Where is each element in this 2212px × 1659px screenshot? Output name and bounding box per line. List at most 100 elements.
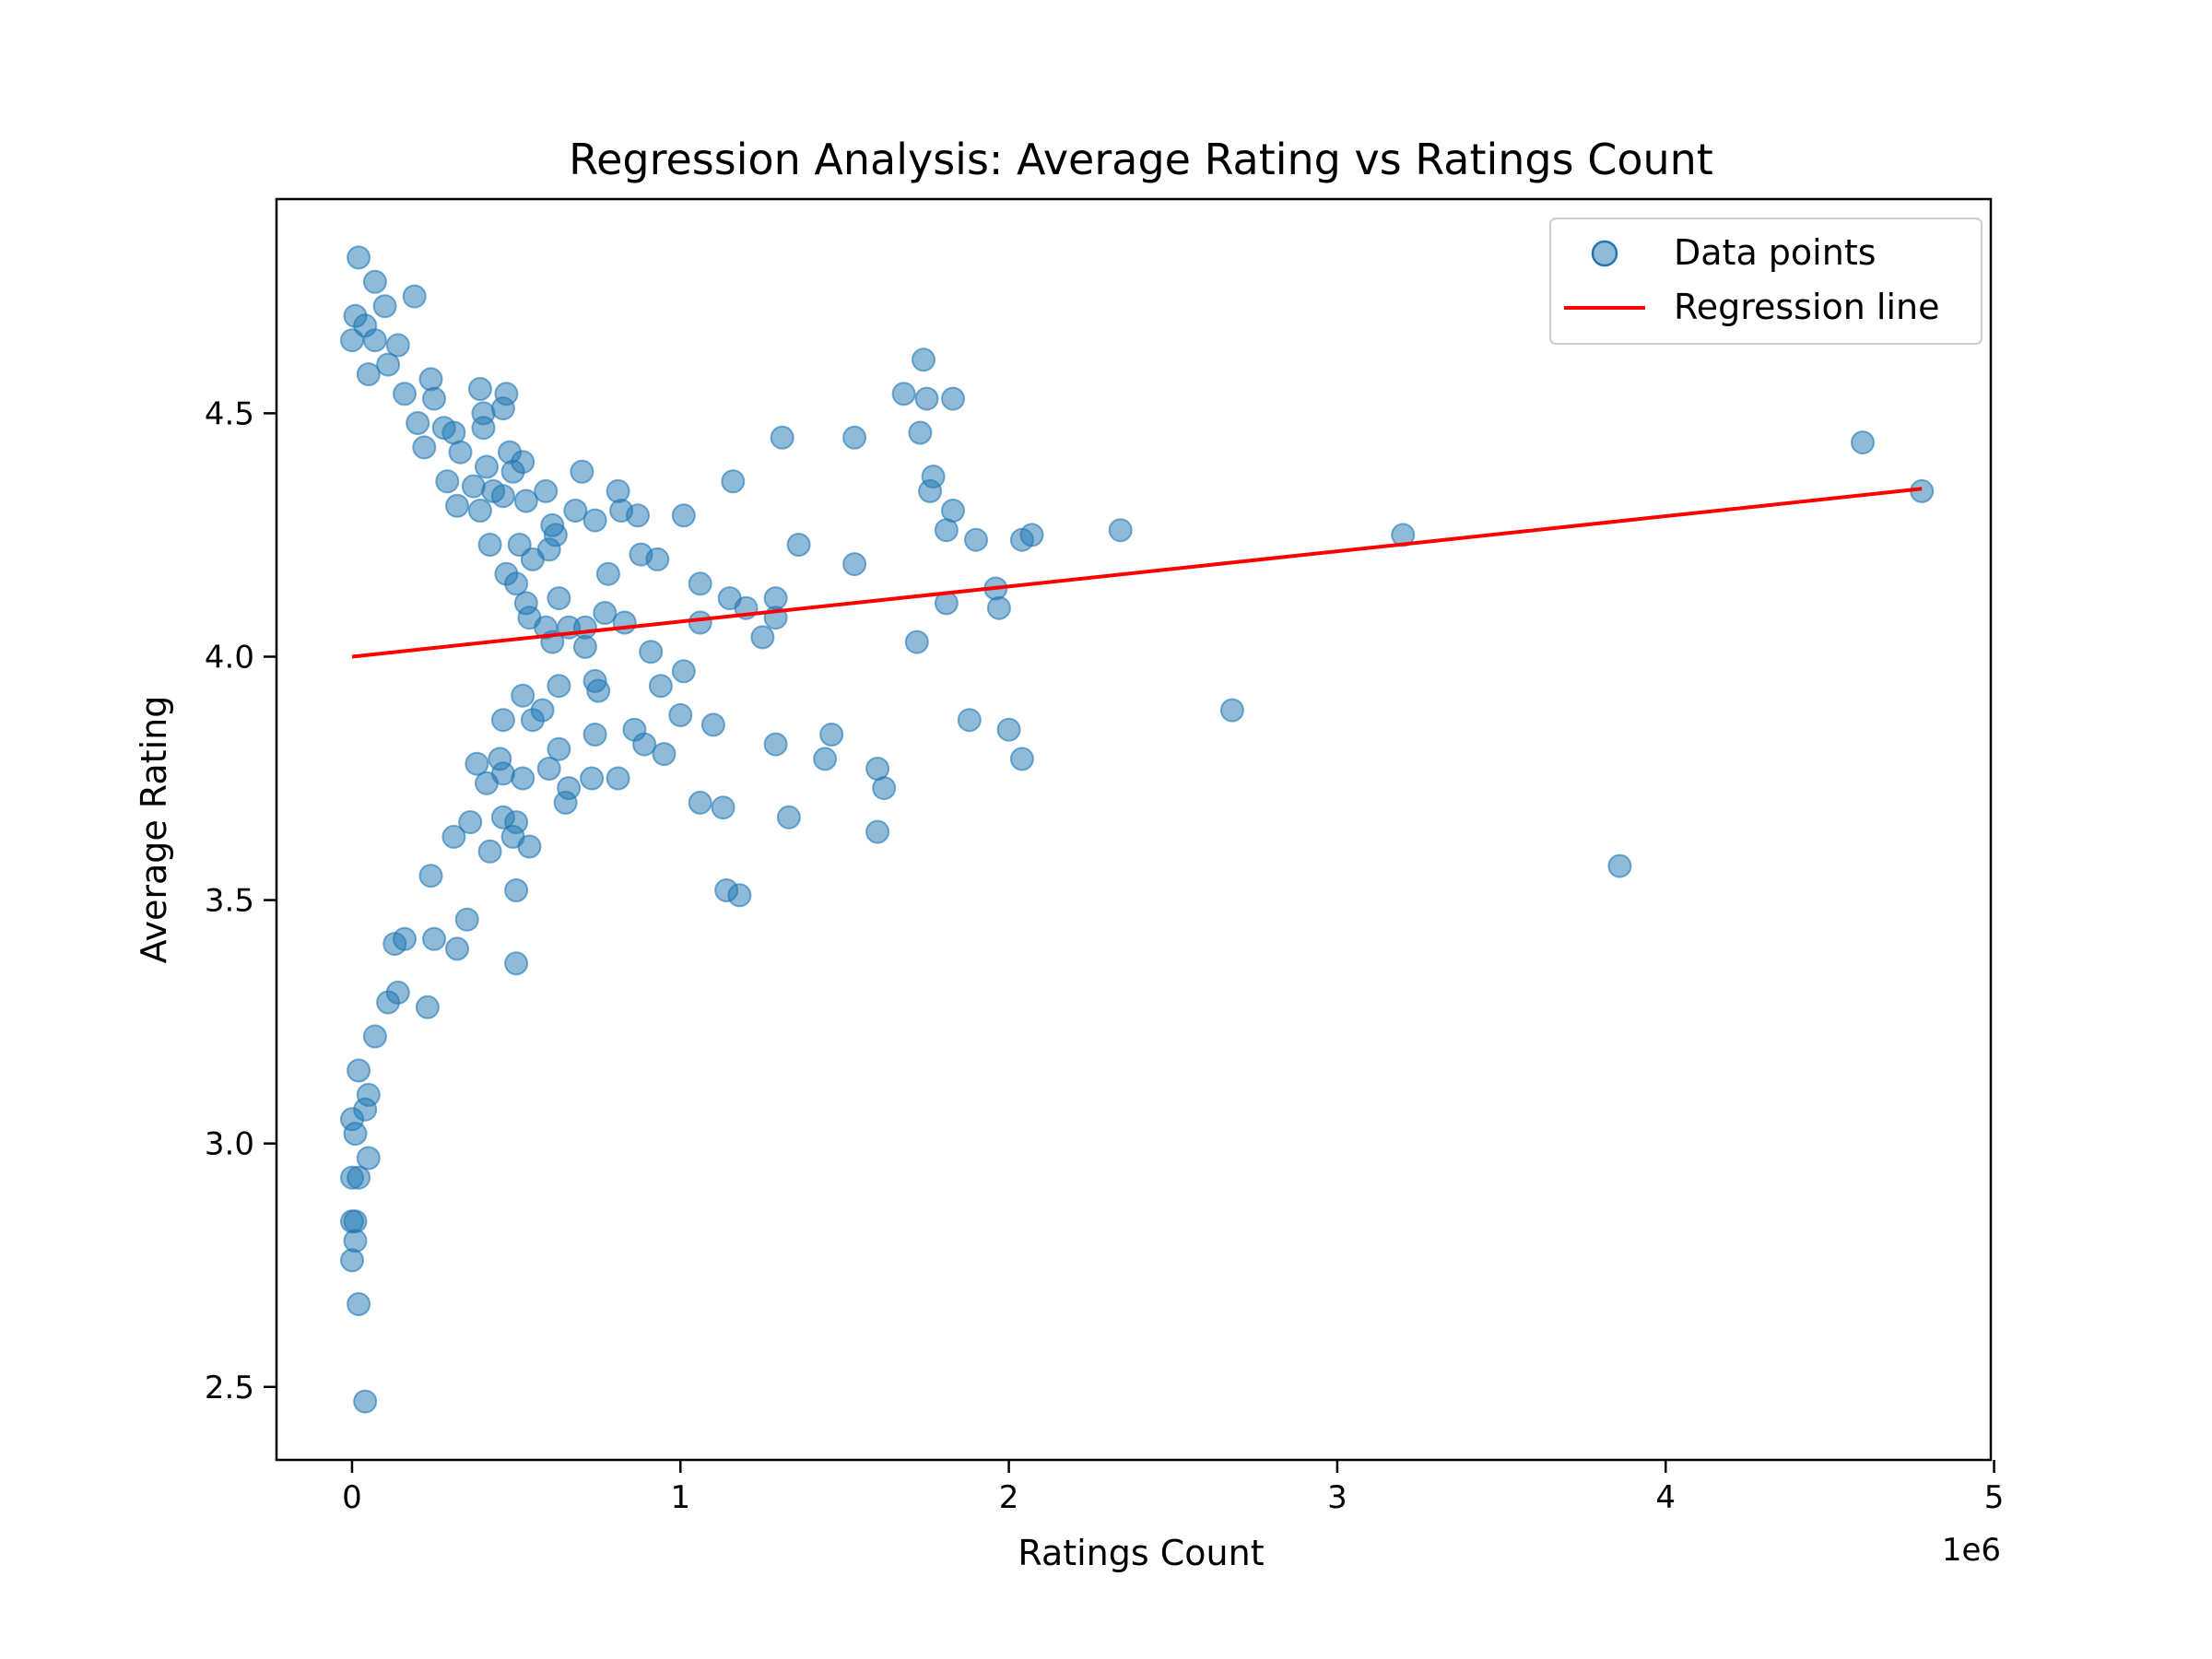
data-point	[711, 795, 735, 820]
data-point	[356, 1146, 381, 1171]
data-point	[819, 723, 844, 747]
data-point	[580, 766, 605, 791]
data-point	[606, 766, 630, 791]
data-point	[340, 328, 364, 353]
data-point	[347, 1058, 371, 1083]
data-point	[1009, 747, 1034, 771]
data-point	[490, 708, 515, 733]
data-point	[582, 723, 607, 747]
data-point	[406, 411, 430, 435]
data-point	[490, 396, 515, 421]
data-point	[934, 518, 959, 543]
data-point	[1851, 430, 1875, 455]
x-tick-label: 2	[999, 1479, 1019, 1516]
data-point	[639, 640, 664, 665]
data-point	[520, 708, 545, 733]
data-point	[402, 284, 427, 309]
data-point	[475, 454, 499, 479]
data-point	[865, 819, 890, 844]
data-point	[422, 386, 446, 411]
data-point	[721, 469, 746, 494]
data-point	[347, 1165, 371, 1190]
data-point	[1607, 853, 1632, 878]
data-point	[632, 732, 657, 757]
data-point	[964, 527, 988, 552]
x-tick-label: 3	[1327, 1479, 1347, 1516]
data-point	[582, 508, 607, 533]
data-point	[776, 805, 801, 830]
data-point	[770, 425, 794, 450]
data-point	[465, 751, 489, 776]
y-tick-label: 4.0	[205, 639, 254, 676]
x-tick-label: 0	[342, 1479, 362, 1516]
data-point	[595, 561, 620, 586]
regression-line	[351, 487, 1923, 659]
data-point	[490, 484, 515, 509]
data-point	[668, 702, 693, 727]
data-point	[648, 674, 673, 699]
data-point	[504, 878, 529, 902]
chart-title: Regression Analysis: Average Rating vs R…	[569, 135, 1713, 184]
data-point	[415, 994, 440, 1019]
data-point	[908, 420, 933, 445]
data-point	[418, 864, 443, 888]
data-point	[500, 459, 525, 484]
data-point	[626, 503, 650, 528]
x-tick-label: 4	[1655, 1479, 1676, 1516]
data-point	[343, 1122, 368, 1147]
legend-label-data-points: Data points	[1674, 232, 1877, 273]
data-point	[547, 736, 571, 761]
data-point	[957, 708, 982, 733]
data-point	[688, 610, 712, 635]
data-point	[572, 634, 597, 659]
data-point	[513, 488, 538, 513]
data-point	[393, 382, 417, 406]
data-point	[382, 932, 407, 957]
y-tick-label: 3.0	[205, 1126, 254, 1163]
data-point	[477, 533, 502, 557]
data-point	[441, 824, 466, 849]
data-point	[570, 459, 594, 484]
data-point	[477, 839, 502, 864]
data-point	[347, 245, 371, 270]
y-axis-label: Average Rating	[134, 696, 174, 964]
data-point	[547, 586, 571, 611]
data-point	[504, 571, 529, 596]
data-point	[612, 610, 637, 635]
data-point	[1019, 523, 1044, 547]
data-point	[461, 474, 486, 499]
data-point	[904, 629, 929, 654]
data-point	[750, 625, 775, 650]
data-point	[1108, 518, 1133, 543]
data-point	[435, 469, 460, 494]
y-tick-label: 2.5	[205, 1370, 254, 1406]
legend-marker-data-points	[1591, 240, 1618, 267]
x-axis-label: Ratings Count	[1018, 1533, 1264, 1573]
data-point	[343, 1229, 368, 1253]
y-axis-ticks: 2.5 3.0 3.5 4.0 4.5	[205, 395, 276, 1406]
data-point	[372, 294, 397, 319]
data-point	[941, 386, 965, 411]
plot-area-frame	[275, 197, 1993, 1462]
data-point	[445, 493, 469, 518]
x-axis-ticks: 0 1 2 3 4 5	[342, 1460, 2004, 1516]
data-point	[763, 732, 788, 757]
data-point	[563, 499, 588, 523]
data-point	[467, 377, 492, 401]
data-point	[671, 659, 696, 684]
data-point	[688, 571, 712, 596]
data-point	[418, 367, 443, 392]
data-point	[891, 382, 916, 406]
data-point	[448, 440, 473, 465]
data-point	[340, 1248, 364, 1273]
data-point	[914, 386, 939, 411]
legend: Data points Regression line	[1549, 218, 1983, 345]
data-point	[786, 533, 811, 557]
data-point	[362, 328, 387, 353]
regression-line-layer	[351, 487, 1923, 659]
data-point	[918, 478, 943, 503]
data-point	[422, 926, 446, 951]
data-point	[700, 712, 725, 737]
data-point	[688, 790, 712, 815]
